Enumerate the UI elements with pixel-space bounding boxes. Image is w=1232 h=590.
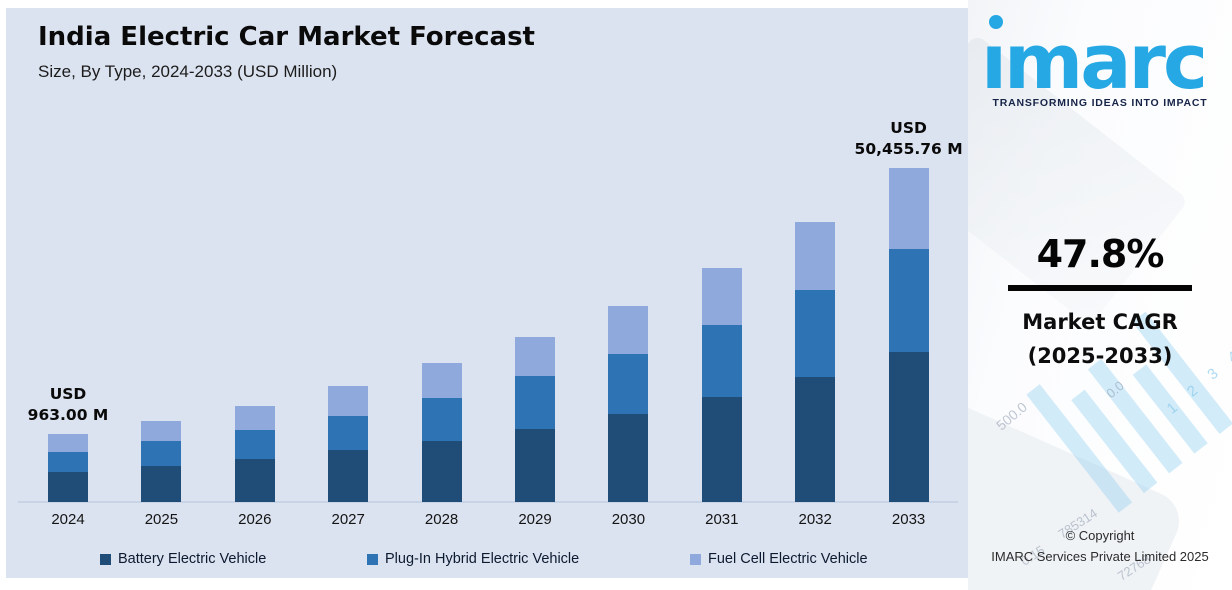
bar-segment[interactable] [515, 376, 555, 429]
bar-2030[interactable] [608, 306, 649, 502]
bar-segment[interactable] [234, 459, 275, 502]
x-axis-label: 2028 [424, 511, 459, 528]
x-axis-label: 2025 [144, 511, 179, 528]
x-axis-label: 2027 [331, 511, 365, 528]
bar-2032[interactable] [795, 222, 836, 502]
bar-segment[interactable] [795, 222, 836, 290]
imarc-logo-tagline: TRANSFORMING IDEAS INTO IMPACT [992, 97, 1208, 109]
bar-segment[interactable] [141, 421, 182, 441]
bar-2027[interactable] [328, 386, 369, 502]
legend-swatch-icon [690, 553, 701, 565]
bar-segment[interactable] [421, 441, 462, 502]
sidebar: 500.0 0.0 1 2 3 4 785314 0.15 72768 ımarc TRA… [968, 0, 1232, 590]
bar-segment[interactable] [608, 354, 649, 414]
bar-segment[interactable] [48, 472, 88, 502]
value-annotation-2024: USD 963.00 M [27, 385, 109, 424]
bar-segment[interactable] [328, 386, 369, 416]
bar-segment[interactable] [421, 398, 462, 441]
x-axis-line [18, 501, 958, 503]
bar-segment[interactable] [888, 352, 929, 502]
value-annotation-2033: USD 50,455.76 M [854, 119, 963, 158]
bar-segment[interactable] [795, 377, 836, 502]
copyright-line2: IMARC Services Private Limited 2025 [991, 549, 1209, 564]
bar-2024[interactable] [48, 434, 88, 502]
cagr-value: 47.8% [1036, 232, 1165, 276]
bar-segment[interactable] [795, 290, 836, 377]
bar-2031[interactable] [701, 268, 742, 502]
cagr-label-line1: Market CAGR [1022, 310, 1178, 334]
cagr-label-line2: (2025-2033) [1027, 344, 1173, 368]
imarc-logo-dot-icon [989, 15, 1003, 29]
bar-segment[interactable] [328, 450, 369, 502]
bar-2033[interactable] [888, 168, 929, 502]
bar-2028[interactable] [421, 363, 462, 502]
chart-subtitle: Size, By Type, 2024-2033 (USD Million) [38, 62, 338, 81]
legend-item[interactable]: Fuel Cell Electric Vehicle [690, 551, 868, 567]
bar-segment[interactable] [608, 306, 649, 354]
bar-segment[interactable] [141, 441, 182, 466]
x-axis-label: 2029 [518, 511, 552, 528]
bar-segment[interactable] [48, 434, 88, 452]
bar-segment[interactable] [701, 397, 742, 502]
cagr-label: Market CAGR (2025-2033) [968, 305, 1232, 373]
legend-label: Plug-In Hybrid Electric Vehicle [385, 551, 580, 567]
legend-item[interactable]: Battery Electric Vehicle [100, 551, 266, 567]
bar-segment[interactable] [234, 430, 275, 459]
bar-segment[interactable] [234, 406, 275, 430]
bar-segment[interactable] [515, 337, 555, 376]
cagr-underline [1008, 285, 1192, 291]
bar-2026[interactable] [234, 406, 275, 502]
bar-segment[interactable] [701, 268, 742, 325]
imarc-logo-text: ımarc [981, 17, 1208, 106]
legend-label: Fuel Cell Electric Vehicle [708, 551, 868, 567]
x-axis-label: 2030 [611, 511, 646, 528]
bar-segment[interactable] [888, 249, 929, 352]
bar-segment[interactable] [421, 363, 462, 398]
bar-segment[interactable] [141, 466, 182, 502]
bar-segment[interactable] [515, 429, 555, 502]
legend-item[interactable]: Plug-In Hybrid Electric Vehicle [367, 551, 579, 567]
legend-label: Battery Electric Vehicle [118, 551, 267, 567]
chart-panel: India Electric Car Market Forecast Size,… [6, 8, 968, 578]
x-axis-label: 2033 [891, 511, 926, 528]
x-axis-label: 2032 [798, 511, 832, 528]
legend-swatch-icon [100, 553, 111, 565]
x-axis-label: 2024 [51, 511, 85, 528]
x-axis-label: 2026 [238, 511, 272, 528]
bar-2029[interactable] [515, 337, 555, 502]
legend: Battery Electric Vehicle Plug-In Hybrid E… [6, 551, 968, 578]
bar-segment[interactable] [608, 414, 649, 502]
legend-swatch-icon [367, 553, 378, 565]
copyright-line1: © Copyright [1065, 528, 1135, 543]
bar-segment[interactable] [48, 452, 88, 472]
bar-2025[interactable] [141, 421, 182, 502]
chart-title: India Electric Car Market Forecast [38, 22, 535, 52]
cagr-block: 47.8% Market CAGR (2025-2033) [968, 232, 1232, 373]
x-axis-label: 2031 [705, 511, 739, 528]
plot-area: 2024 2025 2026 2027 2028 2029 2030 2031 2032 2033… [6, 8, 968, 578]
bar-segment[interactable] [328, 416, 369, 450]
bar-segment[interactable] [701, 325, 742, 397]
copyright: © Copyright IMARC Services Private Limit… [968, 525, 1232, 567]
bar-segment[interactable] [888, 168, 929, 249]
